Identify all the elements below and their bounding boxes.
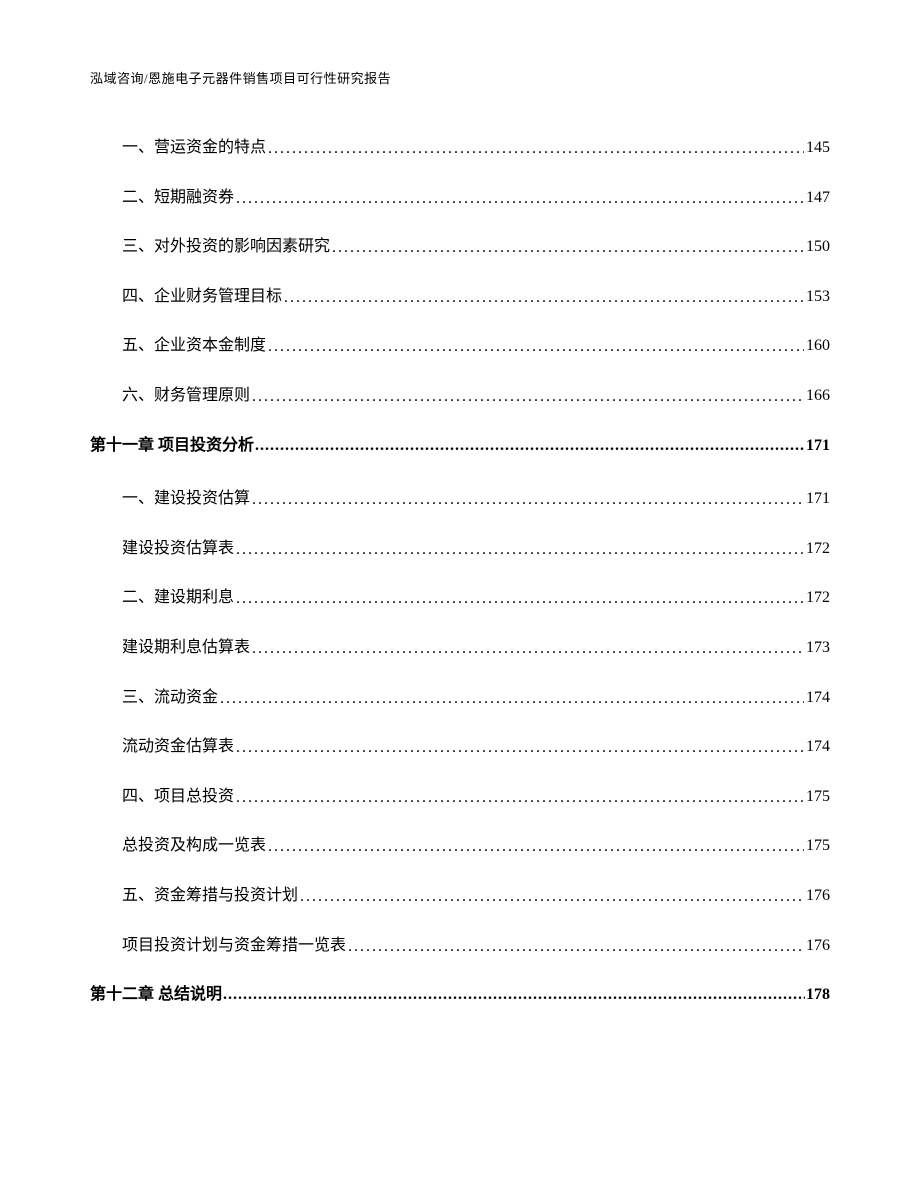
toc-page-number: 166 <box>806 383 830 409</box>
toc-label: 四、项目总投资 <box>122 784 234 810</box>
toc-entry-row: 建设投资估算表 172 <box>90 536 830 562</box>
toc-label: 三、对外投资的影响因素研究 <box>122 234 330 260</box>
toc-label: 总投资及构成一览表 <box>122 833 266 859</box>
toc-container: 一、营运资金的特点 145 二、短期融资券 147 三、对外投资的影响因素研究 150 四、… <box>90 135 830 1008</box>
toc-leader-dots <box>236 537 804 563</box>
toc-page-number: 175 <box>806 784 830 810</box>
toc-entry-row: 一、建设投资估算 171 <box>90 486 830 512</box>
toc-leader-dots <box>236 735 804 761</box>
toc-entry-row: 二、建设期利息 172 <box>90 585 830 611</box>
toc-entry-row: 二、短期融资券 147 <box>90 185 830 211</box>
toc-page-number: 160 <box>806 333 830 359</box>
toc-leader-dots <box>252 636 804 662</box>
toc-entry-row: 建设期利息估算表 173 <box>90 635 830 661</box>
toc-leader-dots <box>348 934 804 960</box>
toc-label: 二、短期融资券 <box>122 185 234 211</box>
toc-page-number: 175 <box>806 833 830 859</box>
toc-leader-dots <box>236 785 804 811</box>
document-header: 泓域咨询/恩施电子元器件销售项目可行性研究报告 <box>90 68 830 87</box>
toc-page-number: 176 <box>806 933 830 959</box>
toc-label: 一、建设投资估算 <box>122 486 250 512</box>
toc-entry-row: 六、财务管理原则 166 <box>90 383 830 409</box>
toc-label: 建设投资估算表 <box>122 536 234 562</box>
toc-page-number: 174 <box>806 685 830 711</box>
toc-label: 六、财务管理原则 <box>122 383 250 409</box>
toc-entry-row: 三、对外投资的影响因素研究 150 <box>90 234 830 260</box>
toc-page-number: 147 <box>806 185 830 211</box>
toc-page-number: 176 <box>806 883 830 909</box>
toc-label: 第十一章 项目投资分析 <box>90 433 254 459</box>
toc-label: 五、企业资本金制度 <box>122 333 266 359</box>
toc-page-number: 173 <box>806 635 830 661</box>
toc-label: 一、营运资金的特点 <box>122 135 266 161</box>
toc-entry-row: 项目投资计划与资金筹措一览表 176 <box>90 933 830 959</box>
toc-leader-dots <box>252 487 804 513</box>
toc-label: 第十二章 总结说明 <box>90 982 222 1008</box>
toc-label: 五、资金筹措与投资计划 <box>122 883 298 909</box>
toc-leader-dots <box>332 235 804 261</box>
toc-leader-dots <box>300 884 804 910</box>
toc-label: 建设期利息估算表 <box>122 635 250 661</box>
toc-page-number: 172 <box>806 585 830 611</box>
toc-leader-dots <box>252 384 804 410</box>
toc-chapter-row: 第十一章 项目投资分析 171 <box>90 433 830 459</box>
toc-leader-dots <box>255 433 805 459</box>
toc-page-number: 153 <box>806 284 830 310</box>
toc-leader-dots <box>236 186 804 212</box>
toc-leader-dots <box>223 982 805 1008</box>
toc-page-number: 174 <box>806 734 830 760</box>
toc-entry-row: 五、资金筹措与投资计划 176 <box>90 883 830 909</box>
toc-page-number: 171 <box>806 433 830 459</box>
toc-label: 流动资金估算表 <box>122 734 234 760</box>
toc-page-number: 145 <box>806 135 830 161</box>
toc-leader-dots <box>268 334 804 360</box>
toc-entry-row: 流动资金估算表 174 <box>90 734 830 760</box>
toc-entry-row: 总投资及构成一览表 175 <box>90 833 830 859</box>
toc-entry-row: 四、项目总投资 175 <box>90 784 830 810</box>
toc-leader-dots <box>284 285 804 311</box>
toc-entry-row: 五、企业资本金制度 160 <box>90 333 830 359</box>
toc-label: 四、企业财务管理目标 <box>122 284 282 310</box>
toc-leader-dots <box>268 136 804 162</box>
toc-entry-row: 三、流动资金 174 <box>90 685 830 711</box>
toc-label: 三、流动资金 <box>122 685 218 711</box>
toc-page-number: 172 <box>806 536 830 562</box>
toc-leader-dots <box>268 834 804 860</box>
toc-label: 项目投资计划与资金筹措一览表 <box>122 933 346 959</box>
toc-leader-dots <box>220 686 804 712</box>
toc-entry-row: 一、营运资金的特点 145 <box>90 135 830 161</box>
toc-entry-row: 四、企业财务管理目标 153 <box>90 284 830 310</box>
toc-page-number: 150 <box>806 234 830 260</box>
toc-chapter-row: 第十二章 总结说明 178 <box>90 982 830 1008</box>
toc-page-number: 178 <box>806 982 830 1008</box>
toc-leader-dots <box>236 586 804 612</box>
toc-page-number: 171 <box>806 486 830 512</box>
toc-label: 二、建设期利息 <box>122 585 234 611</box>
